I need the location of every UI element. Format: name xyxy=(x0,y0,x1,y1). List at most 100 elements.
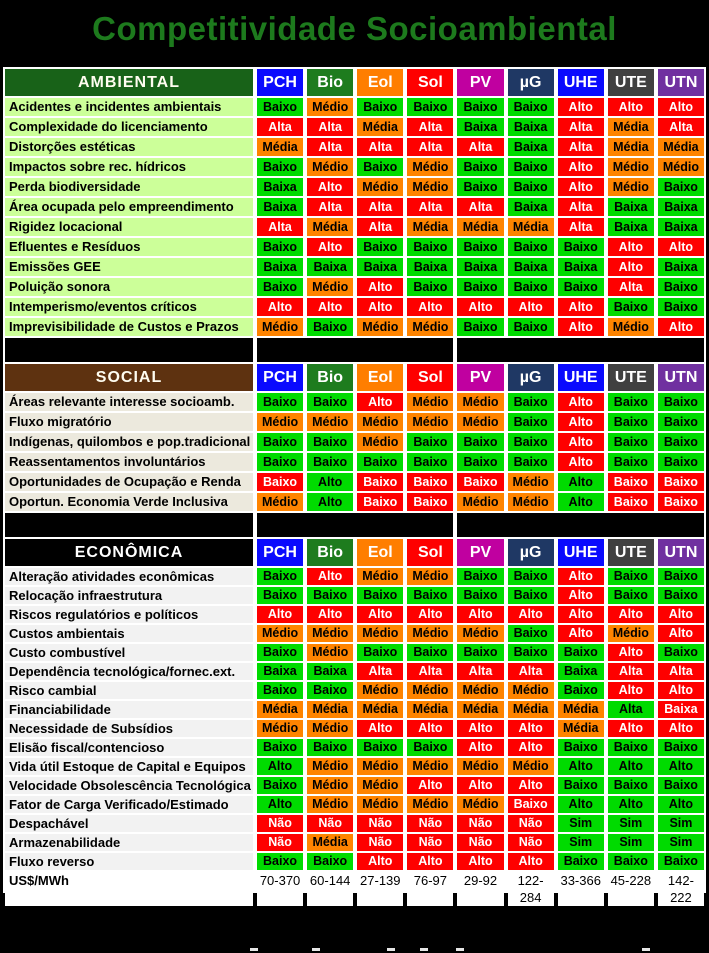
value-cell: Médio xyxy=(457,796,504,813)
table-row: Área ocupada pelo empreendimento Baixa Alt… xyxy=(5,198,704,216)
value-cell: Baixo xyxy=(657,278,704,296)
table-row: Armazenabilidade Não Média Não Não Não Não Sim S… xyxy=(5,834,704,851)
value-cell: Alta xyxy=(357,218,404,236)
value-cell: Baixo xyxy=(507,413,554,431)
value-cell: Baixo xyxy=(357,493,404,511)
value-cell: Baixo xyxy=(657,644,704,661)
table-row: Intemperismo/eventos críticos Alto Alto Alt… xyxy=(5,298,704,316)
value-cell: Baixo xyxy=(307,318,354,336)
value-cell: Médio xyxy=(607,625,654,642)
value-cell: Baixo xyxy=(607,587,654,604)
column-header-ute: UTE xyxy=(607,364,654,391)
value-cell: Médio xyxy=(657,158,704,176)
value-cell: Alto xyxy=(657,625,704,642)
value-cell: Baixo xyxy=(507,568,554,585)
value-cell: 33-366 xyxy=(557,872,604,906)
row-label: Efluentes e Resíduos xyxy=(5,238,253,256)
value-cell: Baixo xyxy=(507,796,554,813)
value-cell: Alto xyxy=(307,493,354,511)
value-cell: Médio xyxy=(307,720,354,737)
value-cell: Baixa xyxy=(657,258,704,276)
value-cell: Média xyxy=(607,138,654,156)
value-cell: Baixo xyxy=(457,473,504,491)
value-cell: Médio xyxy=(357,318,404,336)
separator-segment xyxy=(457,513,704,537)
value-cell: Médio xyxy=(307,98,354,116)
value-cell: Baixo xyxy=(507,278,554,296)
value-cell: Alta xyxy=(357,198,404,216)
value-cell: Baixo xyxy=(257,453,304,471)
value-cell: Alto xyxy=(657,318,704,336)
value-cell: Alta xyxy=(557,218,604,236)
value-cell: Baixo xyxy=(257,98,304,116)
value-cell: Baixo xyxy=(507,587,554,604)
value-cell: Sim xyxy=(657,815,704,832)
value-cell: Alto xyxy=(657,682,704,699)
table-row: Oportunidades de Ocupação e Renda Baixo Al… xyxy=(5,473,704,491)
value-cell: Baixo xyxy=(407,433,454,451)
value-cell: Baixo xyxy=(257,739,304,756)
value-cell: Médio xyxy=(257,413,304,431)
value-cell: Baixa xyxy=(607,218,654,236)
value-cell: Alta xyxy=(607,278,654,296)
value-cell: Alta xyxy=(457,198,504,216)
value-cell: Baixo xyxy=(257,238,304,256)
value-cell: Alto xyxy=(557,453,604,471)
section-header-row: SOCIAL PCH Bio Eol Sol PV µG UHE UTE UTN xyxy=(5,364,704,391)
table-row: Fluxo migratório Médio Médio Médio Médio Médi… xyxy=(5,413,704,431)
value-cell: Média xyxy=(407,218,454,236)
value-cell: Médio xyxy=(357,758,404,775)
row-label: Riscos regulatórios e políticos xyxy=(5,606,253,623)
value-cell: Alta xyxy=(657,118,704,136)
value-cell: Baixo xyxy=(357,644,404,661)
value-cell: Baixo xyxy=(607,473,654,491)
value-cell: Alta xyxy=(407,138,454,156)
value-cell: Baixo xyxy=(457,178,504,196)
value-cell: Alto xyxy=(607,758,654,775)
value-cell: Baixo xyxy=(657,413,704,431)
value-cell: Baixo xyxy=(307,433,354,451)
value-cell: Alto xyxy=(657,720,704,737)
value-cell: Alto xyxy=(457,298,504,316)
row-label: Relocação infraestrutura xyxy=(5,587,253,604)
value-cell: Alto xyxy=(607,258,654,276)
value-cell: Médio xyxy=(507,758,554,775)
value-cell: Alto xyxy=(557,393,604,411)
value-cell: Baixo xyxy=(607,568,654,585)
row-label: Risco cambial xyxy=(5,682,253,699)
column-header-pch: PCH xyxy=(257,539,304,566)
value-cell: Média xyxy=(607,118,654,136)
value-cell: 142-222 xyxy=(657,872,704,906)
table-row: Vida útil Estoque de Capital e Equipos Al… xyxy=(5,758,704,775)
value-cell: Alto xyxy=(657,796,704,813)
value-cell: Baixo xyxy=(457,278,504,296)
value-cell: Alto xyxy=(407,777,454,794)
value-cell: Médio xyxy=(457,413,504,431)
value-cell: Alto xyxy=(507,720,554,737)
value-cell: Alto xyxy=(557,158,604,176)
value-cell: Média xyxy=(307,701,354,718)
value-cell: Médio xyxy=(357,568,404,585)
value-cell: Baixa xyxy=(457,258,504,276)
value-cell: Alto xyxy=(657,758,704,775)
value-cell: Baixa xyxy=(607,198,654,216)
value-cell: Média xyxy=(407,701,454,718)
value-cell: Baixa xyxy=(257,178,304,196)
row-label: Acidentes e incidentes ambientais xyxy=(5,98,253,116)
value-cell: Não xyxy=(257,834,304,851)
value-cell: Baixo xyxy=(407,473,454,491)
value-cell: Baixo xyxy=(657,493,704,511)
value-cell: Baixo xyxy=(507,238,554,256)
value-cell: Médio xyxy=(307,644,354,661)
value-cell: Baixa xyxy=(507,138,554,156)
section-title-economica: ECONÔMICA xyxy=(5,539,253,566)
value-cell: Alto xyxy=(307,298,354,316)
value-cell: Média xyxy=(357,118,404,136)
value-cell: Médio xyxy=(307,796,354,813)
table-row: Risco cambial Baixo Baixo Médio Médio Médio Mé… xyxy=(5,682,704,699)
table-row: Despachável Não Não Não Não Não Não Sim Sim Sim xyxy=(5,815,704,832)
value-cell: Alto xyxy=(607,98,654,116)
table-row: US$/MWh 70-370 60-144 27-139 76-97 29-92 122-2… xyxy=(5,872,704,906)
value-cell: Alto xyxy=(507,298,554,316)
section-title-ambiental: AMBIENTAL xyxy=(5,69,253,96)
